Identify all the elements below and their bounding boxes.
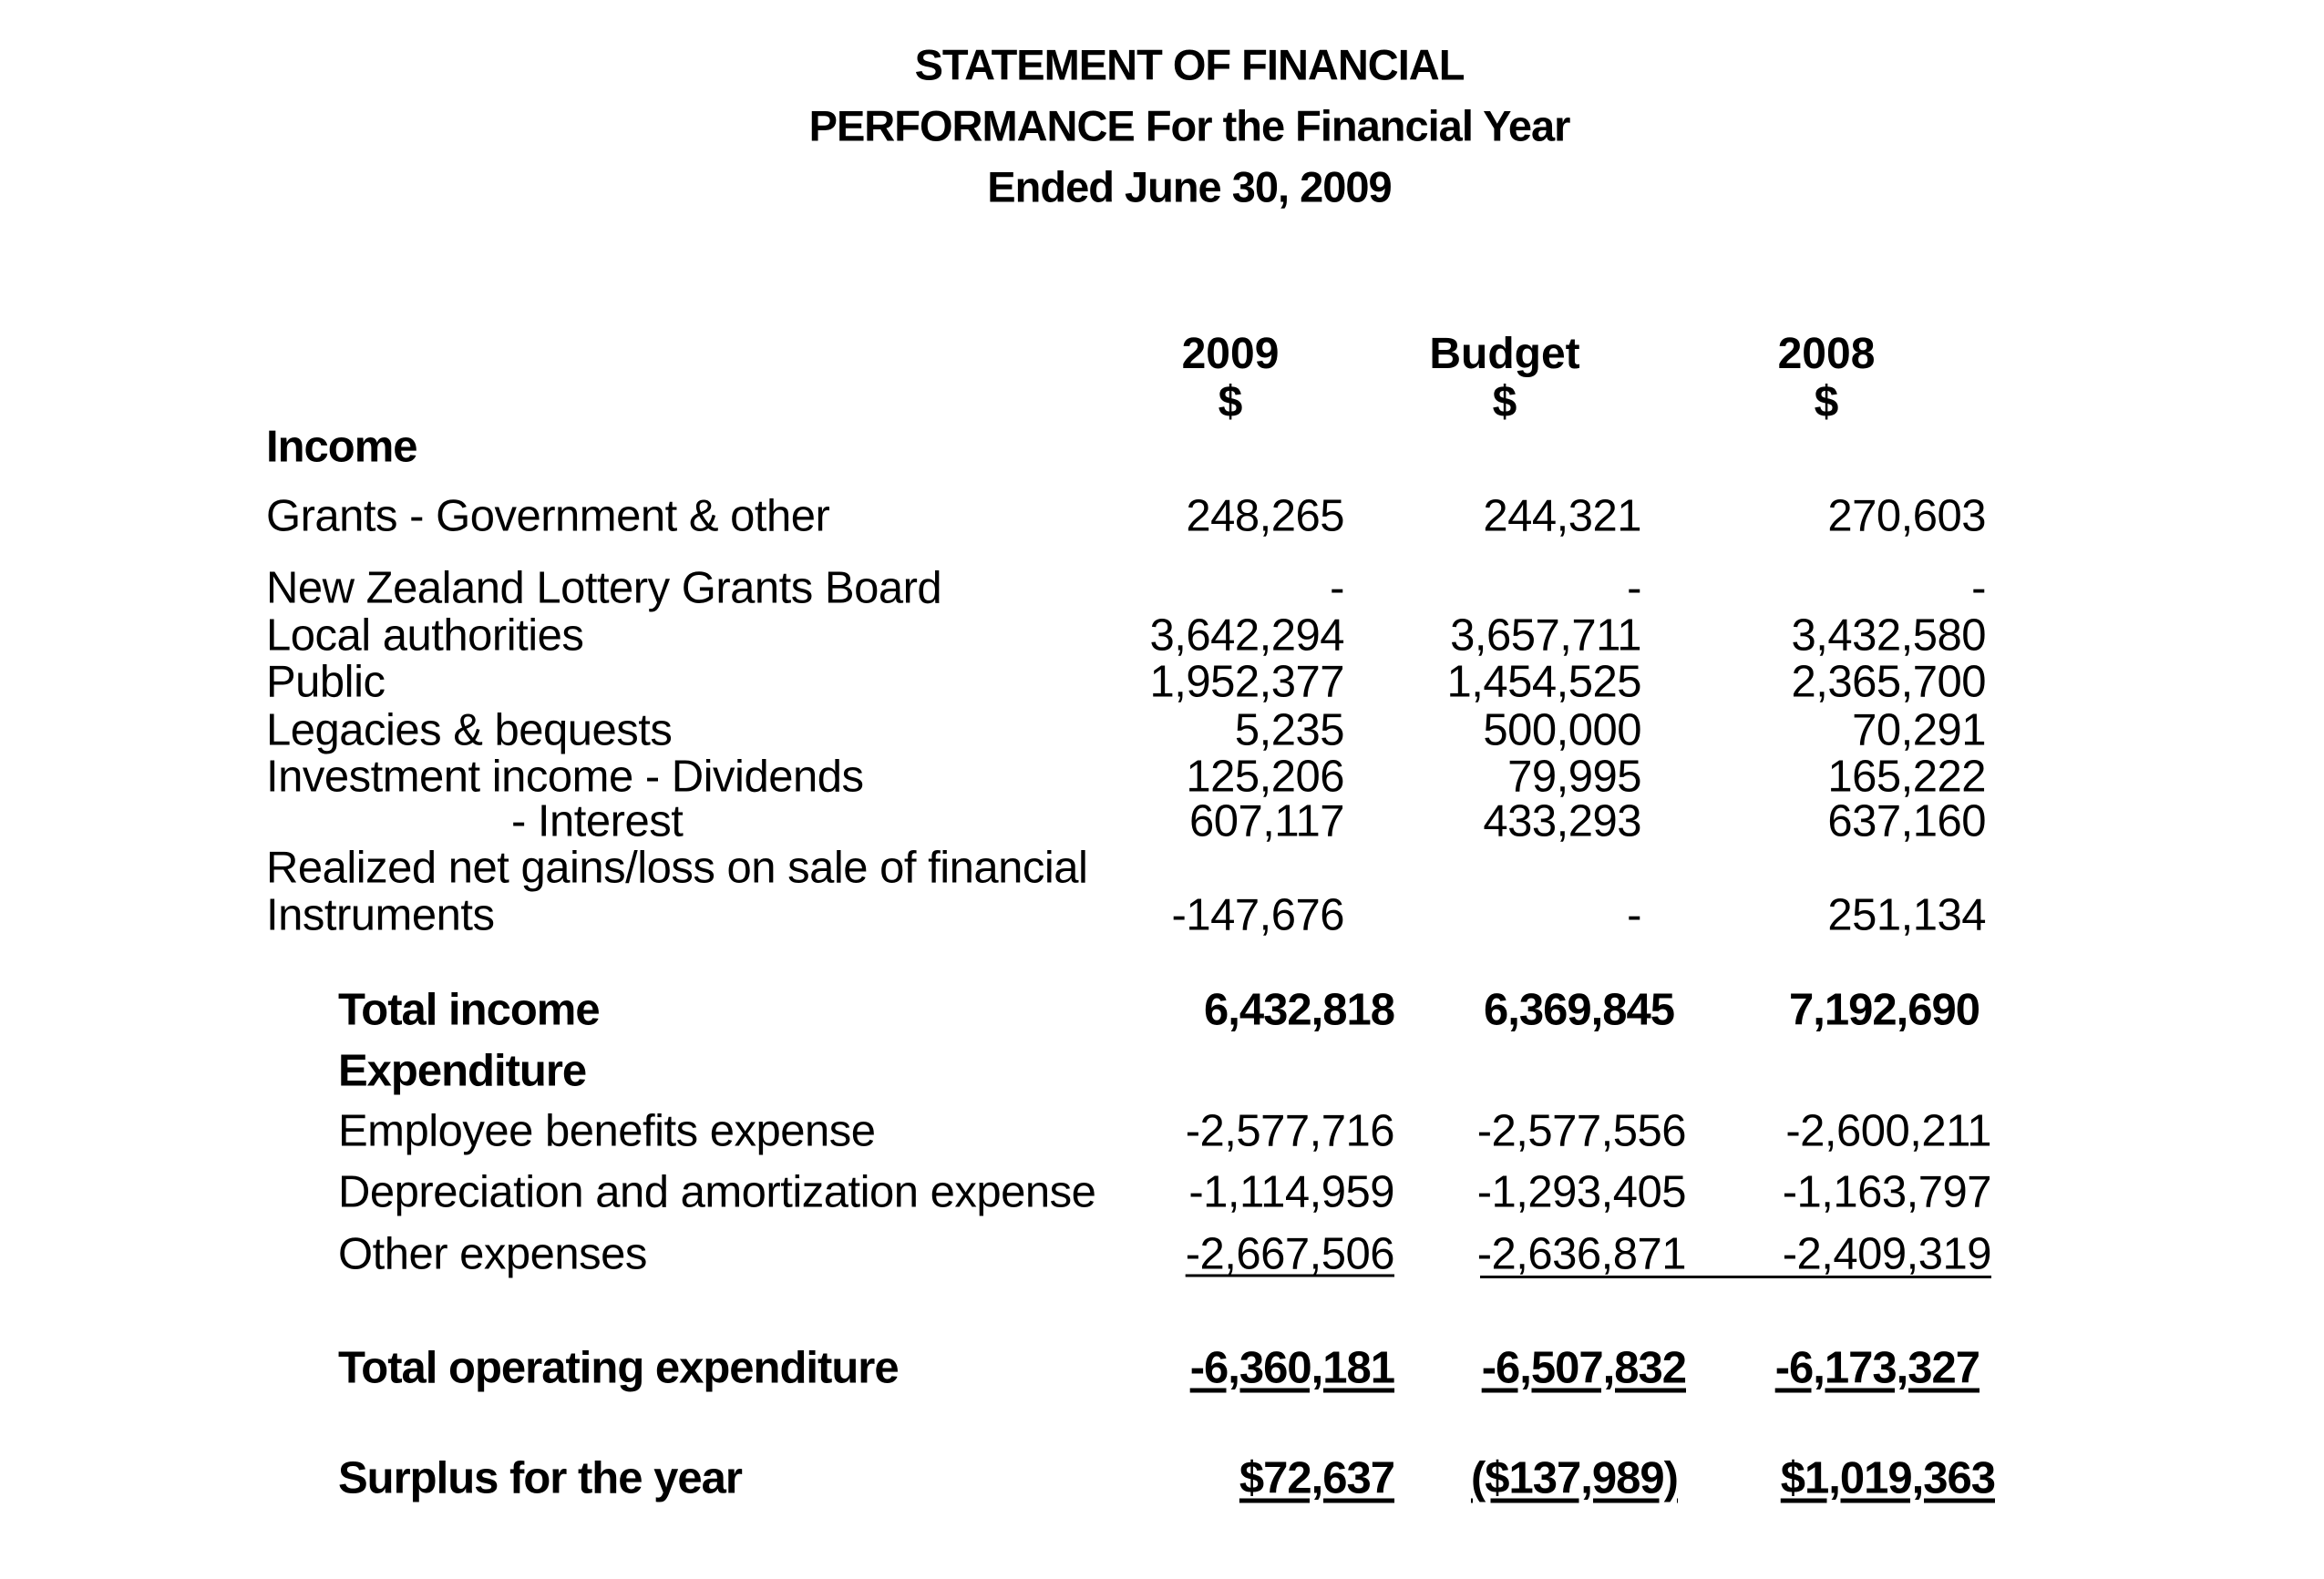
other-expenses-rule [1480, 1276, 1991, 1278]
row-value-2008: - [1971, 563, 1986, 613]
row-value-2009: 125,206 [1186, 752, 1344, 802]
row-label: - Interest [511, 796, 684, 846]
row-label: Legacies & bequests [266, 705, 673, 755]
row-value-budget: -2,636,871 [1476, 1229, 1687, 1279]
total-expenditure-2008: -6,173,327 [1774, 1343, 1980, 1393]
total-income-2008: 7,192,690 [1789, 985, 1980, 1035]
surplus-2009: $72,637 [1239, 1453, 1395, 1503]
row-value-2008: 2,365,700 [1791, 657, 1987, 707]
row-value-2008: 3,432,580 [1791, 610, 1987, 661]
row-value-budget: 3,657,711 [1450, 610, 1641, 661]
row-value-budget: - [1627, 563, 1641, 613]
row-value-2008: -2,409,319 [1782, 1229, 1992, 1279]
row-value-2009: 3,642,294 [1149, 610, 1345, 661]
row-value-budget: 500,000 [1483, 705, 1641, 755]
row-label: Instruments [266, 890, 495, 940]
expenditure-heading: Expenditure [338, 1046, 587, 1096]
row-value-budget: 244,321 [1483, 491, 1641, 541]
row-label: Depreciation and amortization expense [338, 1167, 1096, 1217]
row-value-budget: -2,577,556 [1476, 1106, 1687, 1156]
row-label: Local authorities [266, 610, 584, 661]
column-header-2008: 2008 [1777, 330, 1876, 378]
column-unit-2008: $ [1814, 378, 1839, 426]
row-value-budget: 433,293 [1483, 796, 1641, 846]
row-label: New Zealand Lottery Grants Board [266, 563, 942, 613]
column-header-2009: 2009 [1181, 330, 1280, 378]
total-income-2009: 6,432,818 [1204, 985, 1395, 1035]
row-value-2008: 251,134 [1827, 890, 1986, 940]
row-label: Public [266, 657, 386, 707]
row-value-2009: -2,577,716 [1185, 1106, 1395, 1156]
total-income-budget: 6,369,845 [1484, 985, 1675, 1035]
title-line-1: STATEMENT OF FINANCIAL [914, 40, 1465, 89]
row-value-2008: 637,160 [1827, 796, 1986, 846]
row-value-2008: 165,222 [1827, 752, 1986, 802]
row-label: Other expenses [338, 1229, 647, 1279]
row-value-2008: 270,603 [1827, 491, 1986, 541]
surplus-budget: ($137,989) [1470, 1453, 1679, 1503]
column-header-budget: Budget [1429, 330, 1580, 378]
row-value-2009: 607,117 [1189, 796, 1345, 846]
row-label: Realized net gains/loss on sale of finan… [266, 843, 1088, 893]
title-line-3: Ended June 30, 2009 [987, 162, 1392, 211]
total-expenditure-label: Total operating expenditure [338, 1343, 900, 1393]
row-label: Grants - Government & other [266, 491, 830, 541]
row-value-2008: -2,600,211 [1785, 1106, 1991, 1156]
total-income-label: Total income [338, 985, 601, 1035]
income-heading: Income [266, 422, 418, 472]
row-value-2009: -1,114,959 [1188, 1167, 1394, 1217]
row-value-2009: - [1330, 563, 1344, 613]
row-label: Employee benefits expense [338, 1106, 876, 1156]
column-unit-2009: $ [1218, 378, 1243, 426]
title-line-2: PERFORMANCE For the Financial Year [808, 101, 1571, 150]
row-value-2009: 1,952,377 [1149, 657, 1345, 707]
row-label: Investment income - Dividends [266, 752, 864, 802]
row-value-2009: 5,235 [1234, 705, 1345, 755]
row-value-2009: -147,676 [1171, 890, 1345, 940]
row-value-budget: 79,995 [1507, 752, 1641, 802]
column-unit-budget: $ [1492, 378, 1517, 426]
row-value-2008: -1,163,797 [1782, 1167, 1992, 1217]
row-value-budget: -1,293,405 [1476, 1167, 1687, 1217]
row-value-2008: 70,291 [1852, 705, 1986, 755]
row-value-2009: -2,667,506 [1185, 1229, 1395, 1279]
surplus-label: Surplus for the year [338, 1453, 743, 1503]
total-expenditure-2009: -6,360,181 [1189, 1343, 1395, 1393]
row-value-budget: 1,454,525 [1446, 657, 1642, 707]
surplus-2008: $1,019,363 [1780, 1453, 1996, 1503]
row-value-budget: - [1627, 890, 1641, 940]
row-value-2009: 248,265 [1186, 491, 1344, 541]
total-expenditure-budget: -6,507,832 [1481, 1343, 1687, 1393]
